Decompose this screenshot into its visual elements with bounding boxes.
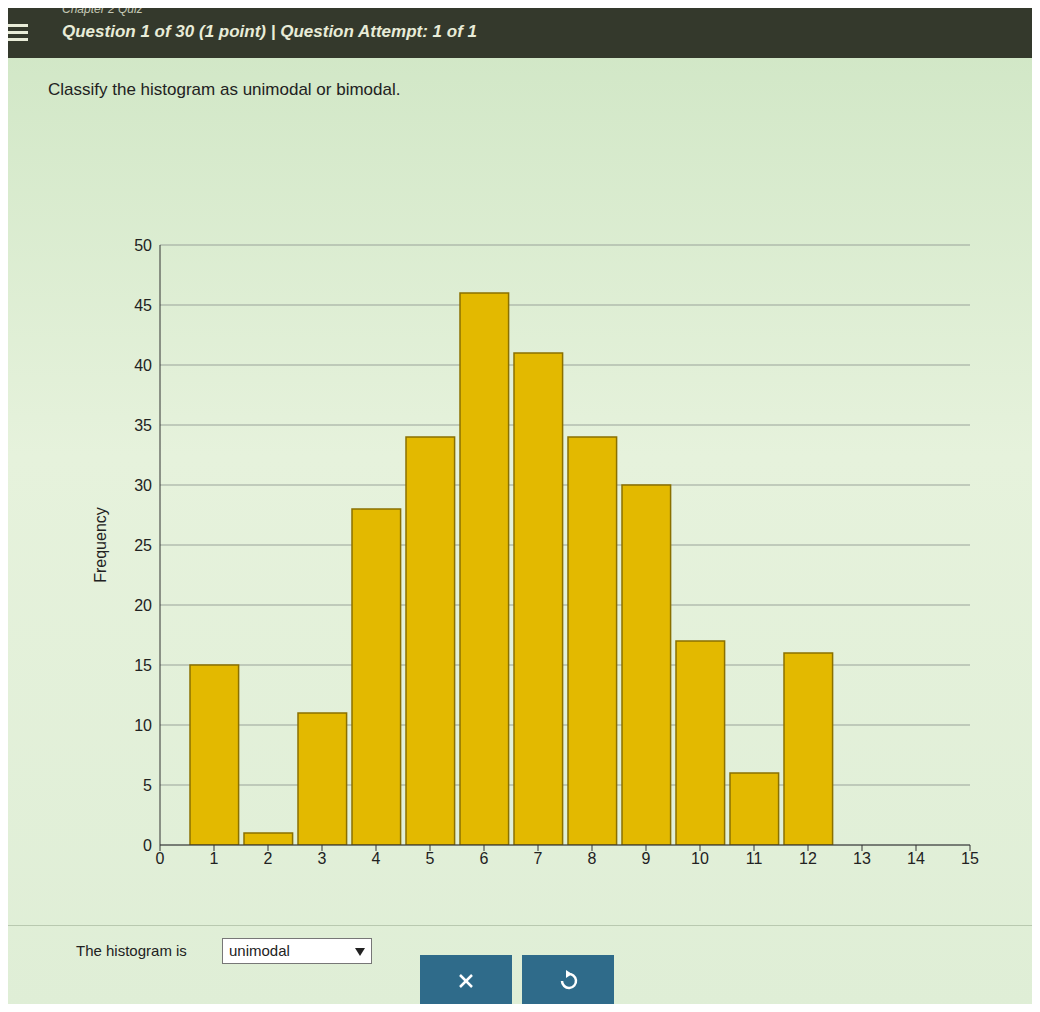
html-text:The histogram is: The histogram is bbox=[76, 942, 187, 959]
svg-text:50: 50 bbox=[134, 237, 152, 254]
svg-text:8: 8 bbox=[588, 850, 597, 867]
svg-text:15: 15 bbox=[961, 850, 979, 867]
svg-text:40: 40 bbox=[134, 357, 152, 374]
svg-text:4: 4 bbox=[372, 850, 381, 867]
svg-text:9: 9 bbox=[642, 850, 651, 867]
svg-text:7: 7 bbox=[534, 850, 543, 867]
svg-text:5: 5 bbox=[143, 777, 152, 794]
svg-text:45: 45 bbox=[134, 297, 152, 314]
svg-text:13: 13 bbox=[853, 850, 871, 867]
html-text:unimodal: unimodal bbox=[229, 942, 290, 959]
svg-text:6: 6 bbox=[480, 850, 489, 867]
svg-text:10: 10 bbox=[134, 717, 152, 734]
svg-text:0: 0 bbox=[156, 850, 165, 867]
svg-text:14: 14 bbox=[907, 850, 925, 867]
svg-text:1: 1 bbox=[210, 850, 219, 867]
svg-text:3: 3 bbox=[318, 850, 327, 867]
svg-text:2: 2 bbox=[264, 850, 273, 867]
svg-text:0: 0 bbox=[143, 837, 152, 854]
svg-text:5: 5 bbox=[426, 850, 435, 867]
svg-text:11: 11 bbox=[746, 850, 763, 867]
svg-text:30: 30 bbox=[134, 477, 152, 494]
svg-text:Frequency: Frequency bbox=[92, 507, 109, 583]
svg-text:10: 10 bbox=[691, 850, 709, 867]
svg-text:25: 25 bbox=[134, 537, 152, 554]
html-text:Classify the histogram as unim: Classify the histogram as unimodal or bi… bbox=[48, 80, 401, 99]
svg-text:35: 35 bbox=[134, 417, 152, 434]
html-text:Chapter 2 Quiz: Chapter 2 Quiz bbox=[62, 2, 143, 16]
html-text:Question 1 of 30 (1 point) | Q: Question 1 of 30 (1 point) | Question At… bbox=[62, 22, 477, 41]
svg-text:12: 12 bbox=[799, 850, 817, 867]
svg-text:15: 15 bbox=[134, 657, 152, 674]
svg-text:20: 20 bbox=[134, 597, 152, 614]
